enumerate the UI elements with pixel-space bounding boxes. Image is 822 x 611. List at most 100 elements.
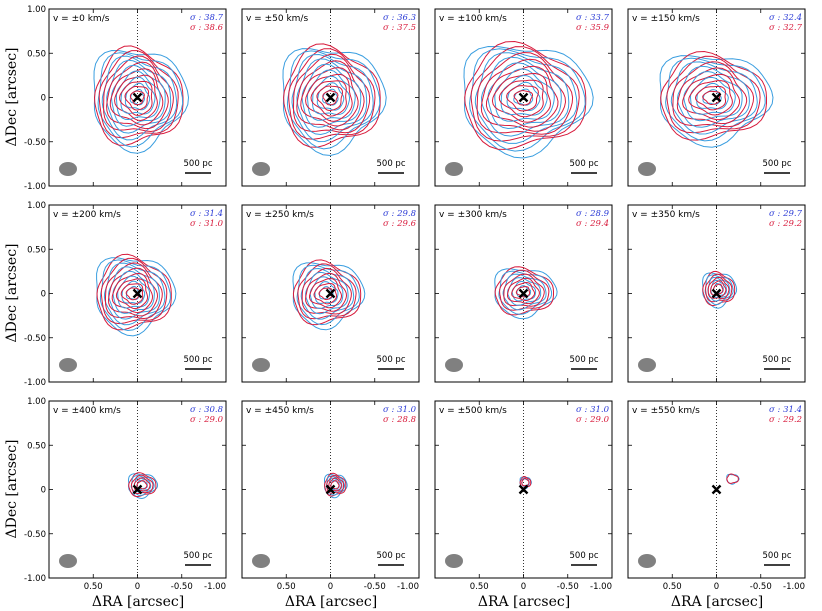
y-axis-label-row-2: ΔDec [arcsec] <box>4 243 20 342</box>
beam-ellipse <box>252 554 270 568</box>
scale-bar-label: 500 pc <box>377 355 406 365</box>
red-contour <box>726 473 739 484</box>
sigma-red-label: σ : 29.6 <box>383 219 417 229</box>
y-tick-label: -1.00 <box>24 574 46 584</box>
red-contour <box>130 474 154 495</box>
red-contour <box>288 48 376 140</box>
scale-bar-label: 500 pc <box>377 159 406 169</box>
beam-ellipse <box>638 162 656 176</box>
red-contour <box>313 283 338 305</box>
velocity-label: v = ±250 km/s <box>246 210 314 220</box>
velocity-label: v = ±450 km/s <box>246 406 314 416</box>
red-contour <box>476 51 574 135</box>
y-tick-label: 0 <box>41 486 46 496</box>
scale-bar-label: 500 pc <box>184 551 213 561</box>
center-marker-icon <box>518 92 529 103</box>
center-marker-icon <box>711 288 722 299</box>
scale-bar-label: 500 pc <box>763 551 792 561</box>
red-contour <box>305 73 353 122</box>
red-contour <box>115 278 149 310</box>
beam-ellipse <box>59 162 77 176</box>
red-contour <box>480 58 567 132</box>
red-contour <box>125 287 140 301</box>
velocity-label: v = ±550 km/s <box>632 406 700 416</box>
red-contour <box>296 60 365 131</box>
red-contour <box>494 266 554 316</box>
red-contour <box>682 73 741 121</box>
sigma-blue-label: σ : 31.0 <box>576 405 610 415</box>
red-contour <box>136 480 148 490</box>
y-tick-label: -0.50 <box>24 530 46 540</box>
sigma-blue-label: σ : 31.4 <box>190 209 223 219</box>
x-tick-label: 0.50 <box>277 582 296 592</box>
red-contour <box>470 46 580 142</box>
blue-contour <box>506 81 541 111</box>
panel-10: 0.50 0 -0.50 -1.00 500 pc v = ±450 km/s σ : 31… <box>241 400 420 592</box>
y-tick-label: 1.00 <box>27 201 46 211</box>
red-contour <box>316 85 344 112</box>
red-contour <box>119 80 153 116</box>
red-contour <box>485 65 559 128</box>
panel-4: 500 pc v = ±150 km/s σ : 32.4σ : 32.7 <box>627 8 806 187</box>
beam-ellipse <box>445 162 463 176</box>
red-contour <box>666 55 761 134</box>
scale-bar-label: 500 pc <box>763 355 792 365</box>
red-contour <box>330 480 340 490</box>
y-tick-label: -0.50 <box>24 334 46 344</box>
red-contour <box>300 67 359 127</box>
scale-bar-label: 500 pc <box>184 355 213 365</box>
red-contour <box>328 477 342 492</box>
sigma-red-label: σ : 28.8 <box>383 415 417 425</box>
scale-bar-label: 500 pc <box>377 551 406 561</box>
x-tick-label: 0 <box>328 582 333 592</box>
panel-8: 500 pc v = ±350 km/s σ : 29.7σ : 29.2 <box>627 204 806 383</box>
scale-bar-label: 500 pc <box>763 159 792 169</box>
panel-6: 500 pc v = ±250 km/s σ : 29.8σ : 29.6 <box>241 204 420 383</box>
center-marker-icon <box>518 484 529 495</box>
panel-1: 1.00 0.50 0 -0.50 -1.00 500 pc v = ±0 km/s σ : … <box>24 5 227 192</box>
red-contour <box>503 273 545 307</box>
sigma-blue-label: σ : 31.4 <box>769 405 802 415</box>
sigma-red-label: σ : 32.7 <box>769 23 803 33</box>
beam-ellipse <box>252 358 270 372</box>
center-marker-icon <box>132 92 143 103</box>
red-contour <box>128 472 157 497</box>
red-contour <box>120 283 144 305</box>
x-tick-label: -0.50 <box>364 582 386 592</box>
sigma-blue-label: σ : 36.3 <box>383 13 416 23</box>
x-tick-label: -0.50 <box>557 582 579 592</box>
y-tick-label: 1.00 <box>27 5 46 15</box>
sigma-red-label: σ : 29.2 <box>769 219 802 229</box>
sigma-blue-label: σ : 30.8 <box>190 405 224 415</box>
red-contour <box>491 72 552 123</box>
velocity-label: v = ±400 km/s <box>53 406 121 416</box>
blue-contour <box>305 271 349 315</box>
red-contour <box>688 80 733 116</box>
blue-contour <box>312 75 351 116</box>
x-tick-label: 0.50 <box>84 582 103 592</box>
scale-bar-label: 500 pc <box>184 159 213 169</box>
x-axis-label-col-3: ΔRA [arcsec] <box>478 594 570 610</box>
red-contour <box>305 272 348 312</box>
x-tick-label: -1.00 <box>590 582 612 592</box>
sigma-red-label: σ : 29.0 <box>190 415 224 425</box>
center-marker-icon <box>132 288 143 299</box>
center-marker-icon <box>325 288 336 299</box>
scale-bar-label: 500 pc <box>570 551 599 561</box>
y-tick-label: 0.50 <box>27 245 46 255</box>
center-marker-icon <box>132 484 143 495</box>
beam-ellipse <box>445 554 463 568</box>
red-contour <box>499 269 550 311</box>
sigma-red-label: σ : 37.5 <box>383 23 416 33</box>
velocity-label: v = ±350 km/s <box>632 210 700 220</box>
velocity-label: v = ±300 km/s <box>439 210 507 220</box>
x-axis-label-col-4: ΔRA [arcsec] <box>671 594 763 610</box>
center-marker-icon <box>518 288 529 299</box>
y-tick-label: 0 <box>41 290 46 300</box>
red-contour <box>129 90 145 106</box>
velocity-label: v = ±200 km/s <box>53 210 121 220</box>
panel-11: 0.50 0 -0.50 -1.00 500 pc v = ±500 km/s σ : 31… <box>434 400 613 592</box>
red-contour <box>308 277 343 309</box>
x-axis-label-col-1: ΔRA [arcsec] <box>92 594 184 610</box>
